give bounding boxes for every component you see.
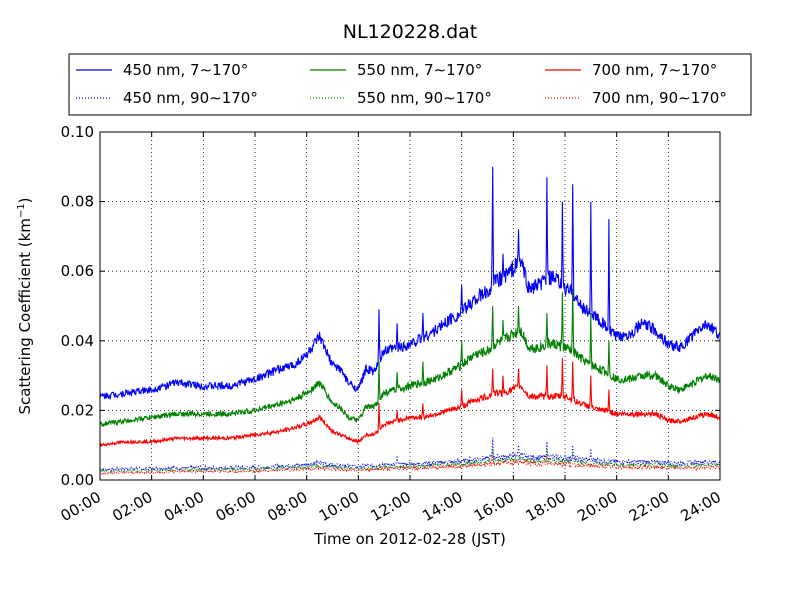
y-tick-label: 0.06 (61, 262, 94, 280)
series-line (100, 166, 720, 401)
legend-label: 450 nm, 7∼170° (123, 61, 248, 79)
y-tick-label: 0.04 (61, 332, 94, 350)
y-axis-label: Scattering Coefficient (km−1) (16, 197, 34, 414)
x-tick-label: 10:00 (316, 488, 362, 525)
series-line (100, 358, 720, 448)
x-tick-label: 12:00 (368, 488, 414, 525)
y-axis-label-main: Scattering Coefficient (km (16, 218, 34, 414)
grid-lines (100, 132, 720, 480)
x-tick-label: 16:00 (471, 488, 517, 525)
series-line (100, 438, 720, 473)
y-tick-label: 0.10 (61, 123, 94, 141)
chart-legend: 450 nm, 7∼170° 550 nm, 7∼170° 700 nm, 7∼17… (68, 53, 752, 116)
y-tick-label: 0.00 (61, 471, 94, 489)
x-tick-label: 06:00 (213, 488, 259, 525)
legend-label: 450 nm, 90∼170° (123, 89, 258, 107)
series-line (100, 448, 720, 474)
x-axis-label: Time on 2012-02-28 (JST) (313, 530, 506, 548)
series-line (100, 288, 720, 428)
x-tick-label: 18:00 (523, 488, 569, 525)
series-line (100, 455, 720, 475)
y-axis-label-suffix: ) (16, 197, 34, 203)
x-tick-label: 22:00 (626, 488, 672, 525)
x-tick-label: 04:00 (161, 488, 207, 525)
x-tick-label: 02:00 (109, 488, 155, 525)
y-tick-label: 0.08 (61, 193, 94, 211)
y-tick-label: 0.02 (61, 401, 94, 419)
legend-label: 550 nm, 7∼170° (357, 61, 482, 79)
y-axis-label-exponent: −1 (16, 203, 27, 218)
legend-label: 700 nm, 90∼170° (592, 89, 727, 107)
x-tick-label: 24:00 (678, 488, 724, 525)
legend-label: 700 nm, 7∼170° (592, 61, 717, 79)
plot-area (100, 166, 720, 475)
chart-title: NL120228.dat (343, 21, 478, 43)
x-tick-label: 14:00 (419, 488, 465, 525)
x-tick-label: 00:00 (58, 488, 104, 525)
legend-label: 550 nm, 90∼170° (357, 89, 492, 107)
x-tick-label: 08:00 (264, 488, 310, 525)
x-tick-label: 20:00 (574, 488, 620, 525)
